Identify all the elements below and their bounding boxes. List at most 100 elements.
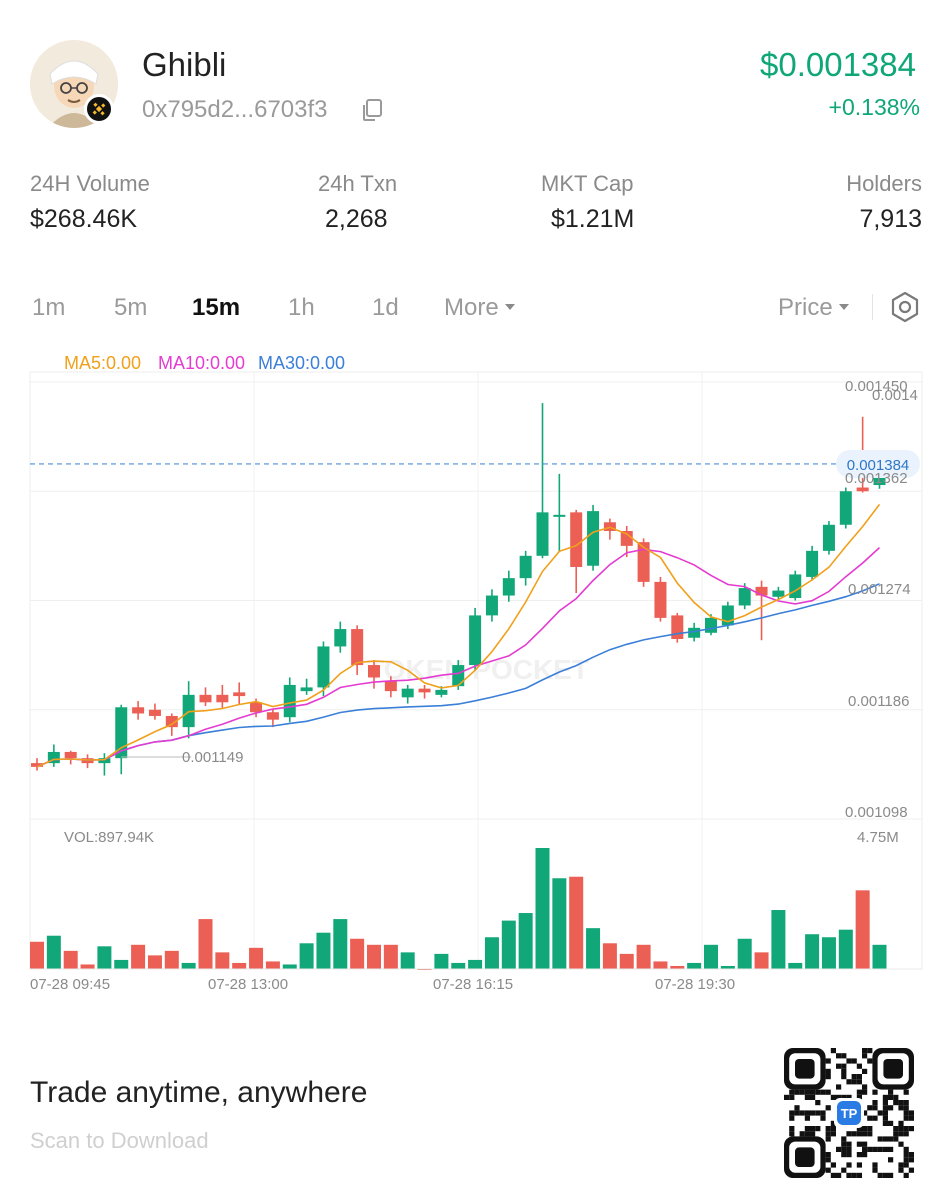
qr-module: [810, 1089, 816, 1095]
qr-module: [851, 1058, 857, 1064]
qr-module: [872, 1115, 878, 1121]
qr-module: [825, 1105, 831, 1111]
volume-bar: [569, 876, 584, 969]
volume-bar: [602, 943, 617, 969]
qr-module: [810, 1131, 816, 1137]
qr-module: [882, 1146, 888, 1152]
qr-module: [903, 1105, 909, 1111]
y-axis-label: 0.0014: [872, 387, 918, 404]
candle-body: [485, 595, 498, 616]
qr-module: [825, 1136, 831, 1142]
volume-bar: [451, 962, 466, 969]
qr-module: [836, 1084, 842, 1090]
qr-module: [877, 1172, 883, 1178]
x-axis-label: 07-28 13:00: [208, 976, 288, 993]
qr-code: TP: [784, 1048, 914, 1178]
tab-5m[interactable]: 5m: [114, 294, 148, 321]
tab-more[interactable]: More: [444, 294, 515, 322]
tab-divider: [872, 294, 873, 320]
qr-module: [856, 1126, 862, 1132]
volume-bar: [232, 962, 247, 969]
qr-module: [877, 1110, 883, 1116]
tab-1m[interactable]: 1m: [32, 294, 66, 321]
qr-module: [825, 1152, 831, 1158]
qr-module: [898, 1100, 904, 1106]
qr-module: [898, 1126, 904, 1132]
qr-module: [862, 1048, 868, 1054]
qr-module: [784, 1094, 790, 1100]
qr-badge: [837, 1101, 861, 1125]
qr-module: [882, 1115, 888, 1121]
candle-body: [502, 578, 515, 596]
qr-module: [898, 1141, 904, 1147]
qr-module: [830, 1120, 836, 1126]
volume-bar: [30, 941, 44, 969]
stat-label-holders: Holders: [846, 171, 922, 196]
qr-module: [815, 1110, 821, 1116]
qr-module: [903, 1157, 909, 1163]
qr-module: [862, 1053, 868, 1059]
candle-body: [216, 694, 229, 703]
qr-module: [846, 1162, 852, 1168]
qr-module: [789, 1131, 795, 1137]
x-axis-label: 07-28 09:45: [30, 976, 110, 993]
qr-module: [841, 1063, 847, 1069]
qr-module: [789, 1094, 795, 1100]
candle-body: [233, 692, 246, 697]
candle-body: [64, 751, 77, 759]
qr-module: [893, 1094, 899, 1100]
volume-bar: [198, 919, 213, 969]
qr-module: [882, 1136, 888, 1142]
tab-1d[interactable]: 1d: [372, 294, 399, 321]
candle-body: [738, 588, 751, 606]
candle-body: [368, 665, 380, 678]
candlestick-chart[interactable]: TOKEN POCKET0.0013840.0014500.00140.0013…: [0, 0, 952, 1010]
qr-module: [888, 1120, 894, 1126]
candle-body: [401, 688, 414, 698]
min-price-label: 0.001149: [182, 749, 243, 766]
tab-1h[interactable]: 1h: [288, 294, 315, 321]
copy-icon[interactable]: [360, 98, 384, 122]
qr-module: [836, 1172, 842, 1178]
qr-module: [903, 1172, 909, 1178]
gear-icon[interactable]: [888, 290, 922, 324]
qr-module: [846, 1079, 852, 1085]
qr-module: [815, 1089, 821, 1095]
qr-module: [841, 1141, 847, 1147]
qr-module: [856, 1063, 862, 1069]
qr-module: [888, 1172, 894, 1178]
volume-bar: [805, 934, 820, 969]
qr-module: [825, 1126, 831, 1132]
price-toggle[interactable]: Price: [778, 294, 849, 322]
qr-finder-center: [883, 1059, 903, 1079]
qr-finder-center: [795, 1059, 815, 1079]
candle-body: [772, 590, 785, 597]
qr-module: [841, 1136, 847, 1142]
current-price-badge: [836, 449, 920, 478]
candle-body: [519, 555, 532, 579]
qr-module: [882, 1100, 888, 1106]
tab-15m[interactable]: 15m: [192, 294, 241, 321]
qr-module: [862, 1146, 868, 1152]
qr-module: [882, 1105, 888, 1111]
volume-bar: [164, 950, 179, 969]
volume-bar: [316, 932, 331, 969]
qr-module: [799, 1131, 805, 1137]
qr-module: [862, 1141, 868, 1147]
x-axis-label: 07-28 16:15: [433, 976, 513, 993]
volume-bar: [501, 920, 516, 969]
qr-module: [799, 1110, 805, 1116]
qr-module: [856, 1172, 862, 1178]
qr-module: [882, 1094, 888, 1100]
qr-module: [841, 1167, 847, 1173]
stat-label-mktcap: MKT Cap: [541, 171, 634, 196]
qr-module: [903, 1100, 909, 1106]
qr-badge-label: TP: [841, 1106, 858, 1121]
qr-module: [867, 1048, 873, 1054]
qr-module: [830, 1048, 836, 1054]
qr-module: [856, 1162, 862, 1168]
volume-bar: [704, 944, 718, 969]
candle-body: [351, 629, 364, 666]
token-address: 0x795d2...6703f3: [142, 96, 328, 123]
qr-module: [804, 1126, 810, 1132]
